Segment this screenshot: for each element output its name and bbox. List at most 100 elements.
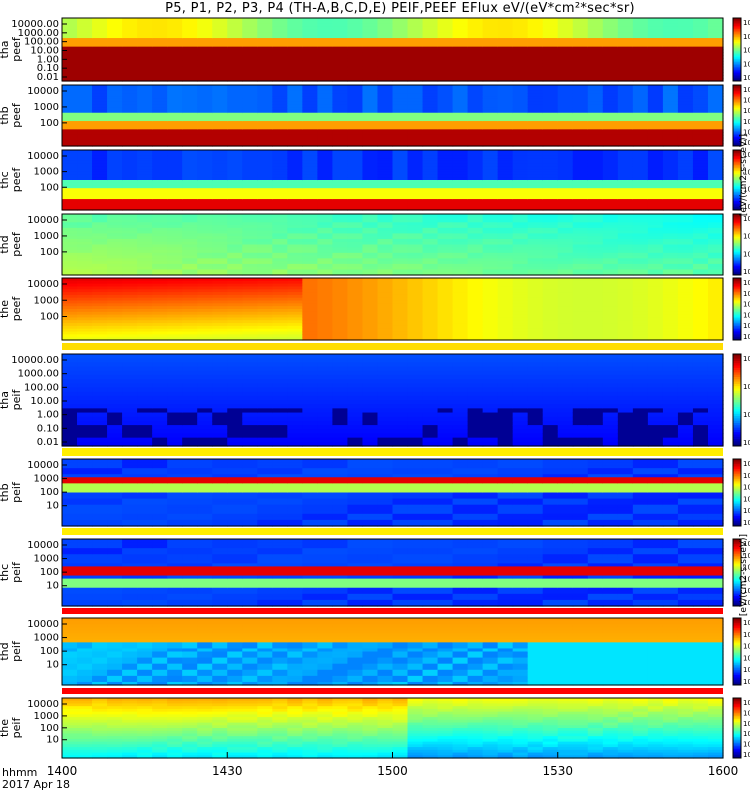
colorbar-frame <box>732 149 742 211</box>
ytick-label: 0.10 <box>37 63 59 74</box>
heatmap-cell <box>167 166 183 170</box>
heatmap-cell <box>122 185 138 189</box>
heatmap-cell <box>137 20 153 25</box>
heatmap-cell <box>182 286 198 290</box>
heatmap-cell <box>602 236 619 240</box>
heatmap-cell <box>182 166 198 170</box>
colorbar-segment <box>733 117 741 120</box>
heatmap-cell <box>512 101 529 106</box>
colorbar-segment <box>733 138 741 141</box>
heatmap-cell <box>707 201 724 206</box>
heatmap-cell <box>437 109 454 114</box>
heatmap-cell <box>497 207 514 211</box>
heatmap-cell <box>212 93 228 97</box>
heatmap-cell <box>332 190 349 195</box>
heatmap-cell <box>197 337 213 341</box>
heatmap-cell <box>557 182 574 187</box>
heatmap-cell <box>512 40 529 45</box>
heatmap-cell <box>107 241 123 246</box>
heatmap-cell <box>362 75 379 79</box>
heatmap-cell <box>302 90 318 94</box>
heatmap-cell <box>422 190 439 195</box>
heatmap-cell <box>317 317 334 321</box>
heatmap-cell <box>62 126 78 130</box>
heatmap-cell <box>92 69 108 74</box>
heatmap-cell <box>422 309 439 313</box>
heatmap-cell <box>587 112 604 117</box>
heatmap-cell <box>212 163 228 167</box>
heatmap-cell <box>587 69 604 74</box>
heatmap-cell <box>527 104 544 108</box>
heatmap-cell <box>287 101 303 106</box>
heatmap-cell <box>287 297 303 302</box>
heatmap-cell <box>197 331 213 335</box>
heatmap-cell <box>452 323 469 327</box>
heatmap-cell <box>62 317 78 321</box>
heatmap-cell <box>347 143 364 147</box>
heatmap-cell <box>662 227 679 232</box>
heatmap-cell <box>197 46 213 51</box>
colorbar-segment <box>733 118 741 121</box>
colorbar-segment <box>733 107 741 110</box>
heatmap-cell <box>572 132 589 136</box>
heatmap-cell <box>542 196 559 200</box>
heatmap-cell <box>557 325 574 330</box>
heatmap-cell <box>542 303 559 307</box>
heatmap-cell <box>632 143 649 147</box>
heatmap-cell <box>662 185 679 189</box>
heatmap-cell <box>617 60 634 65</box>
heatmap-cell <box>467 272 484 276</box>
heatmap-cell <box>317 204 334 208</box>
heatmap-cell <box>467 278 484 282</box>
heatmap-cell <box>602 85 619 89</box>
heatmap-cell <box>182 150 198 154</box>
heatmap-cell <box>512 93 529 97</box>
heatmap-cell <box>452 98 469 103</box>
heatmap-cell <box>137 126 153 130</box>
heatmap-cell <box>332 323 349 327</box>
heatmap-cell <box>662 269 679 273</box>
heatmap-cell <box>617 207 634 211</box>
heatmap-cell <box>542 325 559 330</box>
heatmap-cell <box>572 85 589 89</box>
heatmap-cell <box>392 303 409 307</box>
heatmap-cell <box>362 63 379 68</box>
heatmap-cell <box>152 190 168 195</box>
heatmap-cell <box>632 180 649 184</box>
heatmap-cell <box>362 317 379 321</box>
heatmap-cell <box>542 317 559 321</box>
heatmap-cell <box>647 60 664 65</box>
heatmap-cell <box>212 112 228 117</box>
heatmap-cell <box>167 238 183 243</box>
heatmap-cell <box>227 317 243 321</box>
heatmap-cell <box>182 190 198 195</box>
heatmap-cell <box>152 177 168 181</box>
heatmap-cell <box>632 278 649 282</box>
heatmap-cell <box>152 166 168 170</box>
heatmap-cell <box>482 222 499 226</box>
heatmap-cell <box>287 244 303 248</box>
heatmap-cell <box>407 303 424 307</box>
heatmap-cell <box>167 58 183 62</box>
heatmap-cell <box>62 107 78 111</box>
heatmap-cell <box>152 78 168 82</box>
heatmap-cell <box>212 143 228 147</box>
heatmap-cell <box>302 238 318 243</box>
heatmap-cell <box>152 87 168 92</box>
heatmap-cell <box>467 75 484 79</box>
heatmap-cell <box>452 190 469 195</box>
heatmap-cell <box>62 230 78 235</box>
heatmap-cell <box>212 104 228 108</box>
heatmap-cell <box>467 35 484 39</box>
heatmap-cell <box>302 244 318 248</box>
heatmap-cell <box>632 328 649 333</box>
heatmap-cell <box>212 137 228 142</box>
heatmap-cell <box>242 63 258 68</box>
heatmap-cell <box>107 272 123 276</box>
heatmap-cell <box>197 107 213 111</box>
heatmap-cell <box>227 334 243 338</box>
heatmap-cell <box>287 261 303 265</box>
heatmap-cell <box>407 143 424 147</box>
heatmap-cell <box>437 250 454 254</box>
heatmap-cell <box>692 143 709 147</box>
